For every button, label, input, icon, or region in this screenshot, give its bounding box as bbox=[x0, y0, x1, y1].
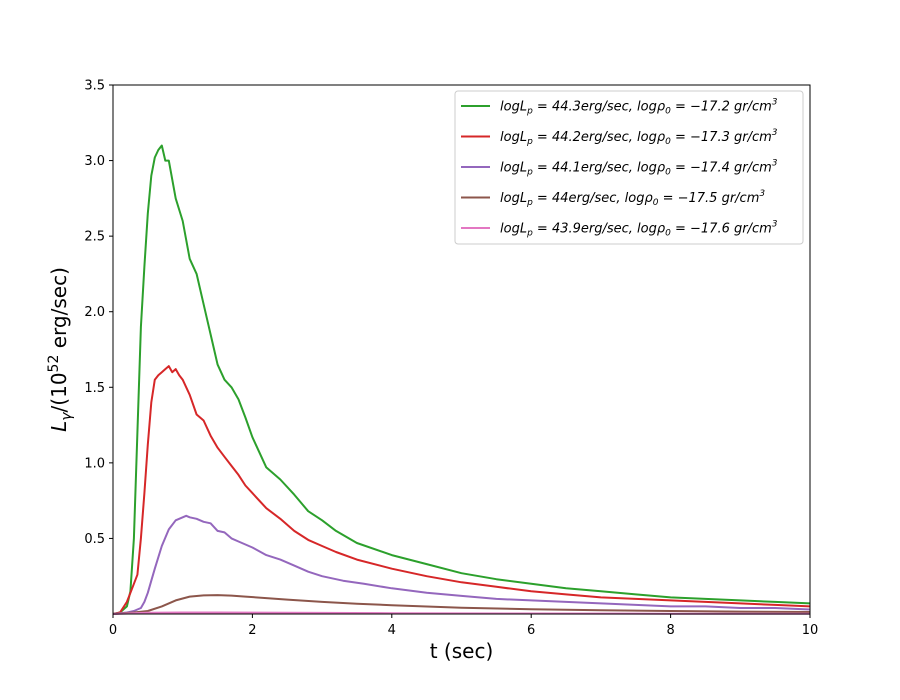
x-tick-label: 2 bbox=[248, 623, 256, 638]
x-tick-label: 8 bbox=[666, 623, 674, 638]
legend-entry: logLp = 44erg/sec, logρ0 = −17.5 gr/cm3 bbox=[500, 189, 765, 208]
y-tick-label: 1.5 bbox=[84, 381, 105, 396]
y-tick-label: 2.0 bbox=[84, 305, 105, 320]
series-line-3 bbox=[112, 514, 811, 615]
legend-entry: logLp = 44.1erg/sec, logρ0 = −17.4 gr/cm… bbox=[500, 159, 778, 178]
y-tick-label: 2.5 bbox=[84, 230, 105, 245]
axes-frame bbox=[112, 84, 811, 615]
x-tick-label: 4 bbox=[388, 623, 396, 638]
legend: logLp = 44.3erg/sec, logρ0 = −17.2 gr/cm… bbox=[454, 90, 804, 245]
series-line-1 bbox=[112, 144, 811, 615]
y-tick-label: 1.0 bbox=[84, 456, 105, 471]
x-tick-label: 0 bbox=[109, 623, 117, 638]
y-axis-title: Lγ/(1052 erg/sec) bbox=[46, 267, 75, 432]
plot-area bbox=[112, 84, 811, 615]
x-tick-label: 6 bbox=[527, 623, 535, 638]
legend-entry: logLp = 43.9erg/sec, logρ0 = −17.6 gr/cm… bbox=[500, 220, 778, 239]
legend-box bbox=[454, 90, 804, 245]
series-line-2 bbox=[112, 365, 811, 615]
legend-entry: logLp = 44.3erg/sec, logρ0 = −17.2 gr/cm… bbox=[500, 98, 778, 117]
legend-entry: logLp = 44.2erg/sec, logρ0 = −17.3 gr/cm… bbox=[500, 128, 778, 147]
y-axis-ticks: 0.5 1.0 1.5 2.0 2.5 3.0 3.5 bbox=[84, 79, 113, 547]
x-tick-label: 10 bbox=[802, 623, 819, 638]
y-tick-label: 0.5 bbox=[84, 532, 105, 547]
series-line-4 bbox=[112, 594, 811, 615]
y-tick-label: 3.0 bbox=[84, 154, 105, 169]
x-axis-ticks: 0 2 4 6 8 10 bbox=[109, 614, 818, 638]
x-axis-title: t (sec) bbox=[430, 639, 494, 663]
y-tick-label: 3.5 bbox=[84, 79, 105, 94]
